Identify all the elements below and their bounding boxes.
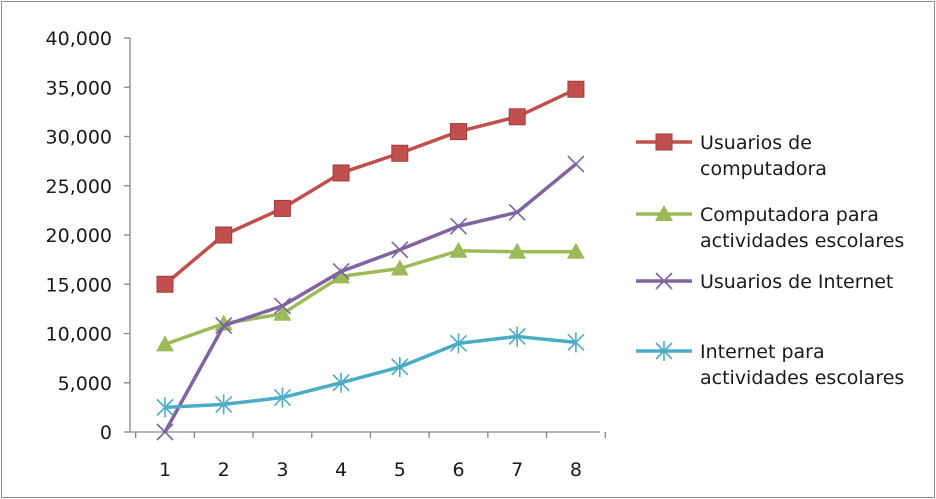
legend-marker — [655, 205, 673, 221]
series-1-point — [332, 164, 350, 182]
series-4-point — [156, 397, 174, 418]
y-tick-label: 10,000 — [46, 324, 112, 346]
series-4-line — [164, 334, 577, 410]
series-3-point — [332, 262, 350, 281]
series-3-line — [163, 162, 578, 433]
series-3-point — [156, 423, 174, 441]
y-tick-label: 0 — [100, 422, 112, 444]
legend-label: Computadora para — [700, 204, 879, 226]
series-1-point — [273, 199, 291, 217]
series-2-point — [156, 335, 174, 352]
legend-marker — [655, 272, 673, 290]
legend-label: Internet para — [700, 341, 825, 363]
series-3-point — [508, 203, 526, 221]
legend-label: Usuarios de — [700, 132, 812, 154]
x-tick-label: 4 — [335, 459, 347, 481]
series-4-point — [449, 333, 468, 354]
series-4-point — [332, 372, 350, 393]
series-2-point — [449, 241, 468, 258]
y-tick-label: 40,000 — [46, 28, 112, 50]
series-1-point — [215, 226, 233, 244]
series-2-point — [390, 259, 409, 276]
series-4-point — [567, 332, 585, 353]
legend-label: Usuarios de Internet — [700, 271, 893, 293]
series-4-point — [273, 387, 291, 408]
series-1-point — [567, 80, 585, 98]
x-tick-label: 5 — [394, 459, 406, 481]
y-tick-label: 30,000 — [46, 127, 112, 149]
x-tick-label: 8 — [570, 459, 582, 481]
series-3-point — [391, 241, 409, 259]
legend-label: actividades escolares — [700, 367, 904, 389]
legend-label: computadora — [700, 158, 827, 180]
series-1-point — [450, 123, 467, 141]
x-tick-label: 3 — [276, 459, 288, 481]
y-tick-label: 25,000 — [46, 176, 112, 198]
legend-label: actividades escolares — [700, 230, 904, 252]
series-2-point — [332, 267, 351, 284]
legend-marker — [655, 341, 673, 361]
series-3-point — [215, 317, 233, 335]
series-1-line — [163, 87, 577, 286]
series-1-point — [391, 144, 409, 162]
series-4-point — [215, 394, 233, 415]
series-4-point — [391, 356, 409, 377]
series-3-point — [449, 217, 468, 235]
legend-marker — [655, 133, 673, 151]
series-4-point — [508, 326, 526, 347]
series-3-point — [273, 297, 291, 315]
y-tick-label: 20,000 — [46, 225, 112, 247]
series-2-point — [214, 314, 233, 331]
y-tick-label: 5,000 — [58, 373, 112, 395]
x-tick-label: 7 — [511, 459, 523, 481]
series-2-point — [566, 242, 585, 259]
series-3-point — [567, 155, 585, 173]
y-tick-label: 35,000 — [46, 77, 112, 99]
x-tick-label: 6 — [452, 459, 464, 481]
y-tick-label: 15,000 — [46, 274, 112, 296]
series-1-point — [508, 108, 526, 126]
series-2-point — [273, 304, 292, 321]
series-1-point — [156, 275, 174, 293]
series-2-point — [508, 242, 527, 259]
x-tick-label: 2 — [218, 459, 230, 481]
x-tick-label: 1 — [159, 459, 171, 481]
